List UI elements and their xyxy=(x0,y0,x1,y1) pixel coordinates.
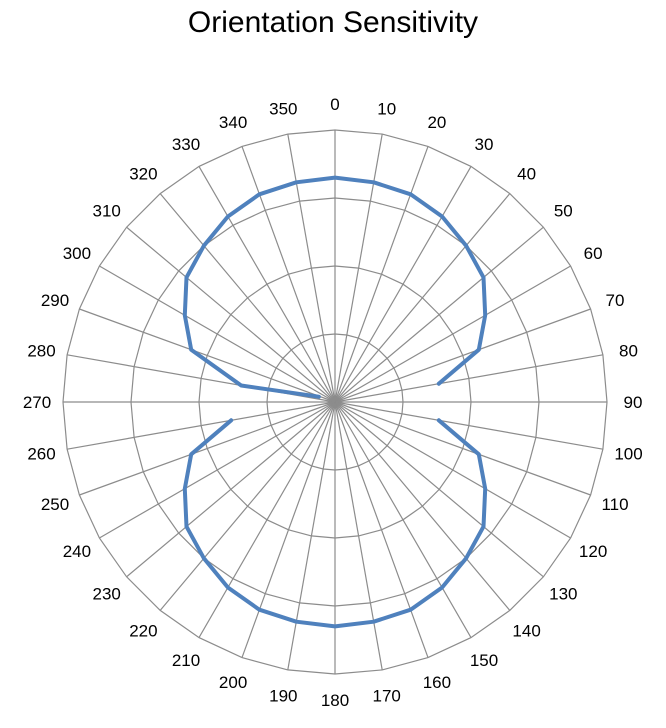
spoke-210 xyxy=(198,401,336,638)
tick-label-260: 260 xyxy=(27,445,55,464)
tick-label-300: 300 xyxy=(63,244,91,263)
tick-label-80: 80 xyxy=(619,341,638,360)
tick-label-310: 310 xyxy=(93,201,121,220)
spoke-10 xyxy=(334,133,383,403)
tick-label-110: 110 xyxy=(601,495,628,514)
tick-label-160: 160 xyxy=(423,673,451,692)
series-upper-lobe xyxy=(182,175,488,399)
spoke-160 xyxy=(334,401,429,658)
tick-label-340: 340 xyxy=(219,113,247,132)
spoke-220 xyxy=(159,401,336,611)
spoke-260 xyxy=(66,401,336,450)
tick-label-10: 10 xyxy=(377,100,396,119)
grid-spokes xyxy=(63,130,607,674)
tick-label-30: 30 xyxy=(475,135,494,154)
tick-label-270: 270 xyxy=(23,393,51,412)
spoke-150 xyxy=(334,401,472,638)
series-layer xyxy=(182,175,488,629)
tick-labels: 0 10 20 30 40 50 60 70 80 90 100 110 120 130 140 150 160… xyxy=(23,95,643,710)
spoke-120 xyxy=(334,401,571,539)
spoke-40 xyxy=(334,193,511,403)
tick-label-330: 330 xyxy=(172,135,200,154)
spoke-60 xyxy=(334,265,571,403)
tick-label-100: 100 xyxy=(614,445,642,464)
tick-label-290: 290 xyxy=(41,291,69,310)
spoke-350 xyxy=(287,133,336,403)
spoke-70 xyxy=(334,308,591,403)
spoke-20 xyxy=(334,146,429,403)
tick-label-90: 90 xyxy=(624,393,643,412)
tick-label-240: 240 xyxy=(63,542,91,561)
tick-label-40: 40 xyxy=(517,165,536,184)
spoke-320 xyxy=(159,193,336,403)
spoke-80 xyxy=(334,354,604,403)
spoke-250 xyxy=(79,401,336,496)
tick-label-210: 210 xyxy=(172,651,200,670)
spoke-230 xyxy=(126,401,336,578)
spoke-310 xyxy=(126,226,336,403)
tick-label-60: 60 xyxy=(584,244,603,263)
tick-label-200: 200 xyxy=(219,673,247,692)
tick-label-230: 230 xyxy=(93,585,121,604)
spoke-330 xyxy=(198,166,336,403)
tick-label-170: 170 xyxy=(373,687,401,706)
tick-label-50: 50 xyxy=(554,201,573,220)
tick-label-130: 130 xyxy=(549,585,577,604)
tick-label-250: 250 xyxy=(41,495,69,514)
tick-label-150: 150 xyxy=(470,651,498,670)
spoke-130 xyxy=(334,401,544,578)
spoke-30 xyxy=(334,166,472,403)
spoke-340 xyxy=(241,146,336,403)
spoke-200 xyxy=(241,401,336,658)
chart-title: Orientation Sensitivity xyxy=(187,6,479,39)
tick-label-120: 120 xyxy=(579,542,607,561)
spoke-140 xyxy=(334,401,511,611)
series-lower-lobe xyxy=(182,418,488,629)
tick-label-320: 320 xyxy=(129,165,157,184)
spoke-50 xyxy=(334,226,544,403)
spoke-240 xyxy=(99,401,336,539)
spoke-110 xyxy=(334,401,591,496)
tick-label-220: 220 xyxy=(129,621,157,640)
tick-label-70: 70 xyxy=(606,291,625,310)
tick-label-350: 350 xyxy=(269,100,297,119)
spoke-190 xyxy=(287,401,336,671)
tick-label-180: 180 xyxy=(321,691,349,710)
tick-label-20: 20 xyxy=(427,113,446,132)
tick-label-190: 190 xyxy=(269,687,297,706)
spoke-300 xyxy=(99,265,336,403)
spoke-290 xyxy=(79,308,336,403)
spoke-170 xyxy=(334,401,383,671)
tick-label-280: 280 xyxy=(27,341,55,360)
spoke-100 xyxy=(334,401,604,450)
tick-label-140: 140 xyxy=(512,621,540,640)
tick-label-0: 0 xyxy=(330,95,339,114)
